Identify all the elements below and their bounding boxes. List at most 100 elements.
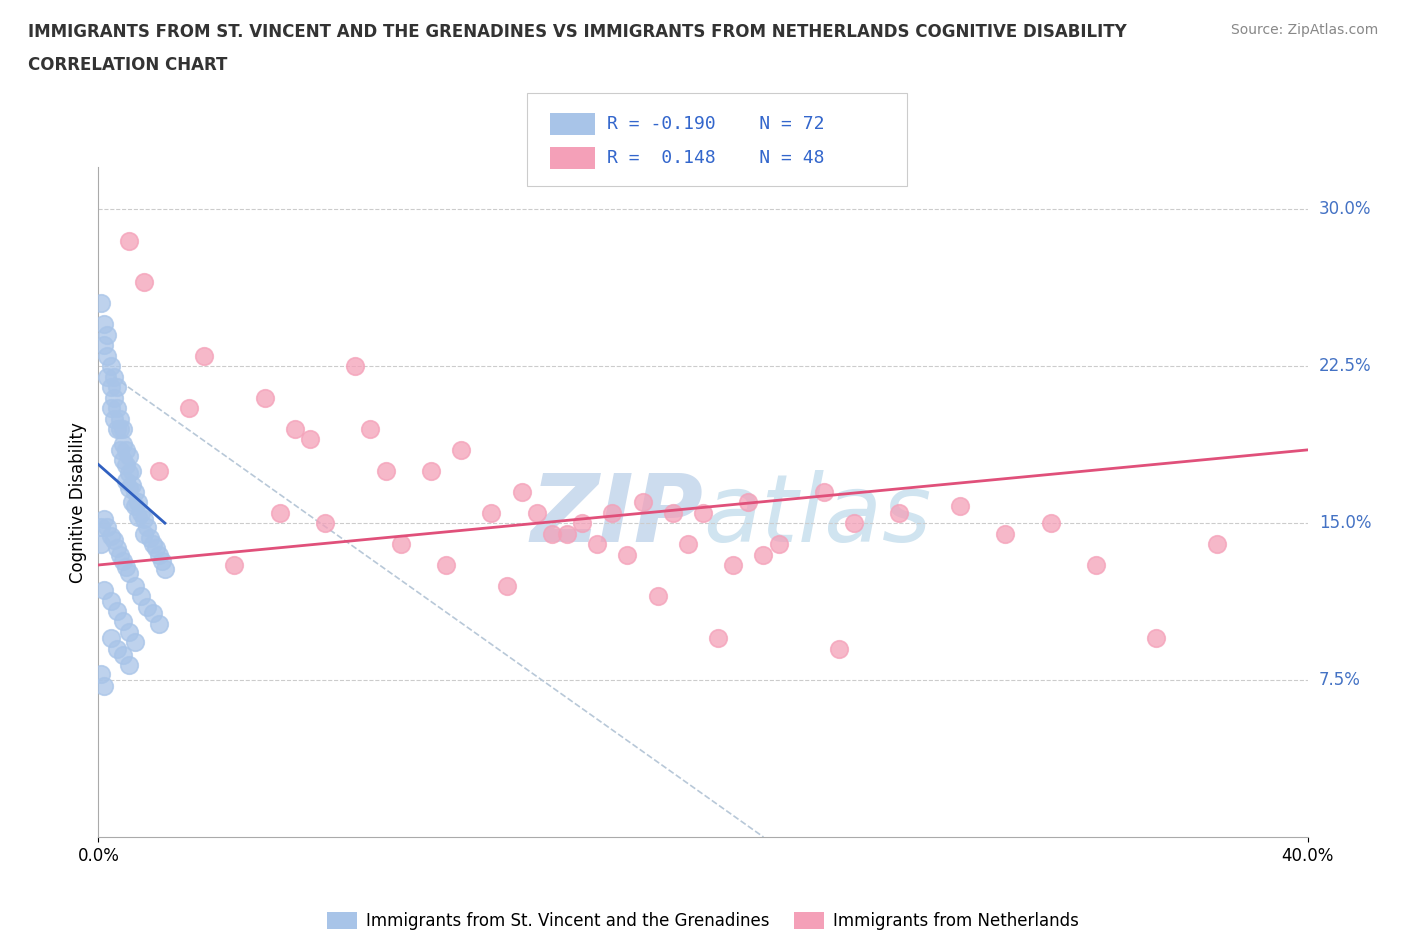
- Point: [111, 647, 134, 662]
- Point: [148, 617, 170, 631]
- Point: [100, 593, 122, 608]
- Point: [284, 421, 307, 436]
- Point: [108, 421, 131, 436]
- Point: [105, 541, 128, 556]
- Point: [114, 458, 136, 472]
- Point: [813, 485, 835, 499]
- Point: [100, 359, 122, 374]
- Point: [450, 443, 472, 458]
- Point: [114, 560, 136, 575]
- Point: [434, 558, 457, 573]
- Point: [96, 369, 118, 384]
- Point: [150, 553, 173, 568]
- Point: [111, 614, 134, 629]
- Point: [631, 495, 654, 510]
- Point: [111, 421, 134, 436]
- Point: [96, 327, 118, 342]
- Point: [118, 480, 141, 495]
- Point: [124, 578, 146, 593]
- Point: [526, 505, 548, 520]
- Point: [100, 631, 122, 645]
- Point: [114, 443, 136, 458]
- Point: [737, 495, 759, 510]
- Point: [389, 537, 412, 551]
- Point: [114, 474, 136, 489]
- Point: [602, 505, 624, 520]
- Point: [177, 401, 201, 416]
- Point: [105, 642, 128, 657]
- Point: [121, 478, 143, 493]
- Point: [132, 275, 155, 290]
- Point: [153, 562, 176, 577]
- Point: [124, 499, 146, 514]
- Point: [93, 679, 115, 694]
- Point: [481, 505, 503, 520]
- Point: [118, 658, 141, 673]
- Point: [269, 505, 291, 520]
- Point: [132, 512, 155, 526]
- Point: [1206, 537, 1229, 551]
- Point: [676, 537, 699, 551]
- Point: [105, 604, 128, 618]
- Point: [752, 547, 775, 562]
- Point: [90, 296, 112, 311]
- Point: [111, 436, 134, 451]
- Point: [889, 505, 911, 520]
- Point: [661, 505, 683, 520]
- Point: [124, 635, 146, 650]
- Point: [118, 625, 141, 640]
- Point: [132, 526, 155, 541]
- Point: [571, 516, 593, 531]
- Point: [135, 520, 157, 535]
- Text: R =  0.148    N = 48: R = 0.148 N = 48: [607, 149, 825, 167]
- Point: [105, 421, 128, 436]
- Point: [127, 510, 149, 525]
- Point: [111, 453, 134, 468]
- Point: [374, 463, 396, 478]
- Point: [105, 379, 128, 394]
- Point: [949, 499, 972, 514]
- Point: [135, 600, 157, 615]
- Point: [1085, 558, 1108, 573]
- Text: 22.5%: 22.5%: [1319, 357, 1371, 375]
- Point: [108, 547, 131, 562]
- Point: [96, 349, 118, 364]
- Point: [142, 605, 165, 620]
- Y-axis label: Cognitive Disability: Cognitive Disability: [69, 422, 87, 582]
- Text: CORRELATION CHART: CORRELATION CHART: [28, 56, 228, 73]
- Point: [111, 553, 134, 568]
- Point: [145, 541, 167, 556]
- Text: Source: ZipAtlas.com: Source: ZipAtlas.com: [1230, 23, 1378, 37]
- Point: [100, 401, 122, 416]
- Point: [314, 516, 336, 531]
- Point: [121, 463, 143, 478]
- Point: [127, 495, 149, 510]
- Point: [103, 391, 125, 405]
- Point: [692, 505, 714, 520]
- Point: [142, 537, 165, 551]
- Text: 15.0%: 15.0%: [1319, 514, 1371, 532]
- Point: [647, 589, 669, 604]
- Point: [90, 520, 112, 535]
- Text: ZIP: ZIP: [530, 470, 703, 562]
- Point: [121, 495, 143, 510]
- Point: [129, 589, 152, 604]
- Point: [768, 537, 790, 551]
- Point: [118, 449, 141, 464]
- Point: [828, 642, 851, 657]
- Text: 7.5%: 7.5%: [1319, 671, 1361, 689]
- Point: [148, 547, 170, 562]
- Point: [118, 233, 141, 248]
- Point: [844, 516, 866, 531]
- Point: [90, 666, 112, 681]
- Point: [360, 421, 382, 436]
- Point: [344, 359, 367, 374]
- Point: [103, 411, 125, 426]
- Point: [299, 432, 322, 447]
- Point: [721, 558, 744, 573]
- Text: 30.0%: 30.0%: [1319, 200, 1371, 219]
- Point: [994, 526, 1017, 541]
- Point: [108, 443, 131, 458]
- Point: [139, 530, 162, 545]
- Point: [93, 317, 115, 332]
